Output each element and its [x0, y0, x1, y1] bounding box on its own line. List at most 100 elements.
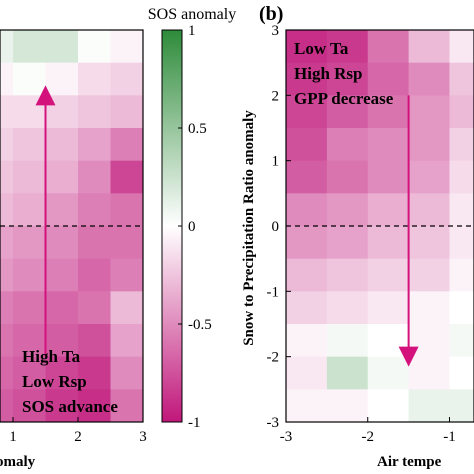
heatmap-cell-p1-r8-c3 [78, 291, 111, 325]
heatmap-cell-p1-r6-c4 [110, 226, 144, 260]
heatmap-cell-p2-r6-c4 [449, 226, 474, 260]
heatmap-cell-p2-r6-c3 [408, 226, 450, 260]
panel-b-annotation-line-1: Low Ta [294, 39, 349, 58]
heatmap-cell-p2-r8-c4 [449, 291, 474, 325]
x-tick-label: 1 [9, 429, 17, 445]
heatmap-cell-p2-r0-c4 [449, 30, 474, 64]
heatmap-cell-p2-r10-c4 [449, 356, 474, 390]
heatmap-cell-p1-r1-c4 [110, 62, 144, 96]
x-tick-label: -2 [361, 429, 374, 445]
heatmap-cell-p2-r1-c4 [449, 62, 474, 96]
heatmap-cell-p2-r2-c4 [449, 95, 474, 129]
heatmap-cell-p1-r0-c1 [13, 30, 46, 64]
colorbar-tick-label: 0.5 [188, 121, 207, 137]
heatmap-cell-p1-r6-c3 [78, 226, 111, 260]
y-tick-label: -2 [267, 350, 280, 366]
heatmap-cell-p1-r1-c3 [78, 62, 111, 96]
heatmap-cell-p2-r3-c0 [286, 128, 328, 162]
heatmap-cell-p2-r0-c2 [367, 30, 410, 64]
heatmap-cell-p2-r5-c2 [367, 193, 410, 227]
x-tick-label: -1 [443, 429, 456, 445]
heatmap-cell-p1-r9-c1 [13, 324, 46, 358]
heatmap-cell-p1-r4-c1 [13, 160, 46, 194]
heatmap-cell-p1-r2-c2 [45, 95, 79, 129]
heatmap-cell-p1-r3-c4 [110, 128, 144, 162]
heatmap-cell-p1-r7-c2 [45, 258, 79, 292]
panel-b-y-axis-label: Snow to Precipitation Ratio anomaly [241, 110, 257, 346]
heatmap-cell-p1-r5-c0 [0, 193, 14, 227]
heatmap-cell-p2-r3-c4 [449, 128, 474, 162]
heatmap-cell-p2-r1-c2 [367, 62, 410, 96]
panel-a-x-ticks: 1 2 3 [9, 417, 147, 445]
x-tick-label: -3 [280, 429, 293, 445]
heatmap-cell-p2-r8-c2 [367, 291, 410, 325]
heatmap-cell-p1-r10-c4 [110, 356, 144, 390]
heatmap-cell-p1-r5-c2 [45, 193, 79, 227]
heatmap-cell-p1-r11-c3 [78, 389, 111, 423]
heatmap-cell-p2-r7-c4 [449, 258, 474, 292]
panel-a-frame [0, 29, 144, 423]
panel-b-y-ticks: 3 2 1 0 -1 -2 -3 [267, 23, 291, 431]
y-tick-label: 0 [272, 219, 280, 235]
heatmap-cell-p1-r11-c1 [13, 389, 46, 423]
heatmap-cell-p2-r7-c3 [408, 258, 450, 292]
y-tick-label: 2 [272, 88, 280, 104]
heatmap-cell-p2-r1-c1 [326, 62, 369, 96]
colorbar-tick-label: -0.5 [188, 317, 212, 333]
heatmap-cell-p1-r8-c2 [45, 291, 79, 325]
heatmap-cell-p1-r2-c0 [0, 95, 14, 129]
heatmap-cell-p1-r3-c2 [45, 128, 79, 162]
heatmap-cell-p1-r6-c0 [0, 226, 14, 260]
colorbar-ticks: 1 0.5 0 -0.5 -1 [178, 23, 212, 431]
heatmap-cell-p1-r9-c0 [0, 324, 14, 358]
panel-b-annotation-line-3: GPP decrease [294, 89, 394, 108]
heatmap-cell-p1-r2-c4 [110, 95, 144, 129]
heatmap-cell-p1-r0-c0 [0, 30, 14, 64]
heatmap-cell-p2-r9-c2 [367, 324, 410, 358]
heatmap-cell-p2-r4-c0 [286, 160, 328, 194]
heatmap-cell-p2-r9-c1 [326, 324, 369, 358]
colorbar-tick-label: -1 [188, 415, 201, 431]
heatmap-cell-p2-r9-c0 [286, 324, 328, 358]
heatmap-cell-p1-r4-c2 [45, 160, 79, 194]
heatmap-cell-p2-r4-c1 [326, 160, 369, 194]
heatmap-cell-p2-r2-c3 [408, 95, 450, 129]
heatmap-cell-p1-r9-c4 [110, 324, 144, 358]
heatmap-cell-p2-r2-c2 [367, 95, 410, 129]
heatmap-cell-p2-r11-c3 [408, 389, 450, 423]
heatmap-cell-p2-r1-c3 [408, 62, 450, 96]
heatmap-cell-p2-r4-c3 [408, 160, 450, 194]
heatmap-cell-p1-r10-c2 [45, 356, 79, 390]
heatmap-cell-p1-r3-c1 [13, 128, 46, 162]
heatmap-cell-p1-r6-c2 [45, 226, 79, 260]
heatmap-cell-p2-r2-c1 [326, 95, 369, 129]
heatmap-cell-p2-r5-c1 [326, 193, 369, 227]
heatmap-cell-p2-r4-c2 [367, 160, 410, 194]
heatmap-cell-p1-r10-c1 [13, 356, 46, 390]
heatmap-cell-p2-r7-c1 [326, 258, 369, 292]
heatmap-cell-p1-r4-c4 [110, 160, 144, 194]
heatmap-cell-p2-r5-c0 [286, 193, 328, 227]
panel-a-annotation-line-3: SOS advance [22, 397, 118, 416]
heatmap-cell-p1-r0-c4 [110, 30, 144, 64]
heatmap-cell-p2-r10-c1 [326, 356, 369, 390]
heatmap-cell-p1-r0-c2 [45, 30, 79, 64]
heatmap-cell-p2-r11-c0 [286, 389, 328, 423]
heatmap-cell-p1-r5-c1 [13, 193, 46, 227]
heatmap-cell-p1-r4-c0 [0, 160, 14, 194]
heatmap-cell-p1-r6-c1 [13, 226, 46, 260]
colorbar-title: SOS anomaly [148, 6, 236, 23]
heatmap-cell-p1-r8-c4 [110, 291, 144, 325]
heatmap-cell-p1-r3-c3 [78, 128, 111, 162]
heatmap-cell-p2-r11-c1 [326, 389, 369, 423]
heatmap-cell-p1-r7-c3 [78, 258, 111, 292]
heatmap-cell-p1-r2-c1 [13, 95, 46, 129]
heatmap-cell-p2-r6-c2 [367, 226, 410, 260]
y-tick-label: 3 [272, 23, 280, 39]
heatmap-cell-p2-r11-c2 [367, 389, 410, 423]
panel-a-annotation-line-2: Low Rsp [22, 372, 87, 391]
heatmap-cell-p1-r1-c2 [45, 62, 79, 96]
heatmap-cell-p2-r10-c3 [408, 356, 450, 390]
heatmap-cell-p2-r0-c1 [326, 30, 369, 64]
panel-a-x-axis-label: omaly [0, 454, 36, 470]
